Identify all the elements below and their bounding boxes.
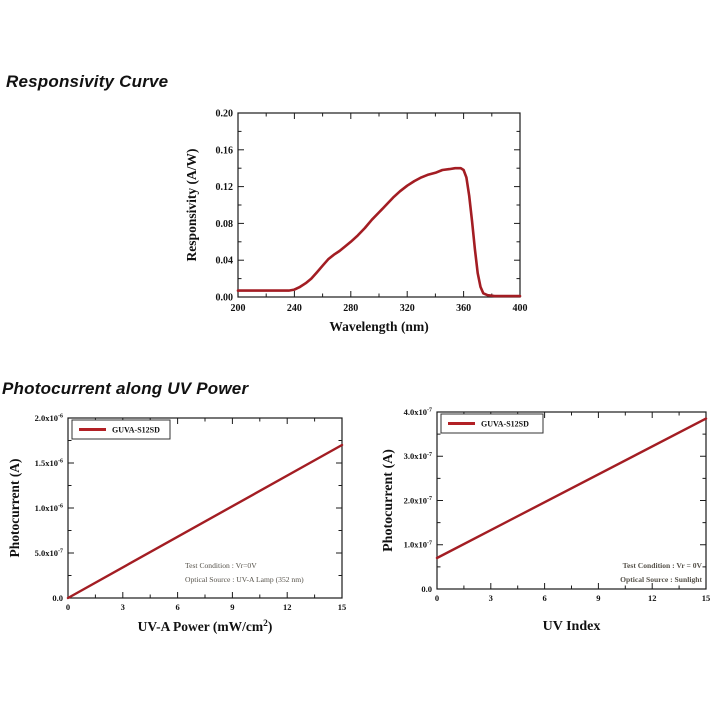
x-tick-label: 12 (648, 593, 657, 603)
x-tick-label: 15 (338, 602, 347, 612)
x-tick-label: 3 (489, 593, 493, 603)
y-tick-label: 0.00 (216, 293, 234, 304)
photocurrent-vs-uv-index (435, 417, 708, 560)
y-tick-label: 4.0x10-7 (404, 407, 432, 417)
photocurrent-vs-uva-power (66, 443, 344, 600)
legend-label: GUVA-S12SD (112, 426, 160, 435)
responsivity-curve (236, 166, 522, 298)
y-tick-label: 1.0x10-7 (404, 540, 432, 550)
y-tick-label: 0.0 (421, 584, 432, 594)
y-axis-label: Responsivity (A/W) (184, 149, 199, 262)
legend-label: GUVA-S12SD (481, 420, 529, 429)
x-tick-label: 200 (231, 303, 246, 314)
y-tick-label: 5.0x10-7 (35, 548, 63, 558)
x-axis-label: Wavelength (nm) (329, 319, 428, 334)
legend-box (71, 419, 171, 440)
annotation-line: Optical Source : Sunlight (620, 575, 702, 584)
y-tick-label: 1.0x10-6 (35, 503, 63, 513)
y-tick-label: 2.0x10-7 (404, 495, 432, 505)
y-tick-label: 0.08 (216, 219, 234, 230)
annotation-line: Test Condition : Vr=0V (185, 561, 257, 570)
x-tick-label: 9 (596, 593, 600, 603)
y-tick-label: 0.04 (216, 256, 234, 267)
section-title-photocurrent: Photocurrent along UV Power (2, 379, 249, 398)
y-tick-label: 0.16 (216, 145, 234, 156)
y-axis-label: Photocurrent (A) (7, 458, 22, 557)
x-tick-label: 6 (175, 602, 179, 612)
y-tick-label: 2.0x10-6 (35, 413, 63, 423)
x-tick-label: 15 (702, 593, 711, 603)
photocurrent-uv-index-chart-svg: 0 3 6 9 12 15 0.0 1.0x10-7 2.0x10-7 3.0x10-7 4.0x1… (381, 407, 711, 634)
x-tick-label: 360 (456, 303, 471, 314)
y-tick-label: 0.12 (216, 182, 234, 193)
x-axis-label: UV Index (543, 619, 601, 634)
y-tick-label: 0.0 (52, 593, 63, 603)
x-axis-label: UV-A Power (mW/cm2) (138, 619, 273, 634)
x-tick-label: 3 (121, 602, 125, 612)
photocurrent-uva-power-chart: 0 3 6 9 12 15 0.0 5.0x10-7 1.0x10-6 1.5x10-6 2.0x1… (0, 395, 372, 650)
y-axis-label: Photocurrent (A) (381, 449, 396, 552)
x-tick-label: 0 (66, 602, 70, 612)
y-tick-label: 3.0x10-7 (404, 451, 432, 461)
x-tick-label: 400 (513, 303, 528, 314)
responsivity-chart: 200 240 280 320 360 400 0.00 0.04 0.08 0.12 0.16 0.… (150, 92, 550, 347)
annotation-line: Optical Source : UV-A Lamp (352 nm) (185, 575, 304, 584)
x-tick-label: 9 (230, 602, 234, 612)
x-tick-label: 0 (435, 593, 439, 603)
photocurrent-uva-power-chart-svg: 0 3 6 9 12 15 0.0 5.0x10-7 1.0x10-6 1.5x10-6 2.0x1… (7, 413, 347, 634)
x-tick-label: 320 (400, 303, 415, 314)
x-tick-label: 240 (287, 303, 302, 314)
x-tick-label: 280 (343, 303, 358, 314)
section-title-responsivity: Responsivity Curve (6, 72, 169, 91)
responsivity-chart-svg: 200 240 280 320 360 400 0.00 0.04 0.08 0.12 0.16 0.… (184, 109, 528, 335)
plot-frame (67, 417, 343, 599)
photocurrent-uv-index-chart: 0 3 6 9 12 15 0.0 1.0x10-7 2.0x10-7 3.0x10-7 4.0x1… (374, 388, 713, 651)
y-tick-label: 1.5x10-6 (35, 458, 63, 468)
annotation-line: Test Condition : Vr = 0V (623, 561, 703, 570)
y-tick-label: 0.20 (216, 109, 234, 120)
x-tick-label: 6 (542, 593, 546, 603)
legend-box (440, 413, 544, 434)
x-tick-label: 12 (283, 602, 292, 612)
